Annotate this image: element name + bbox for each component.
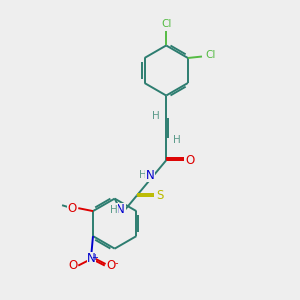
Text: O: O — [185, 154, 194, 167]
Text: O: O — [67, 202, 76, 215]
Text: H: H — [152, 111, 160, 121]
Text: N: N — [116, 203, 125, 216]
Text: Cl: Cl — [205, 50, 215, 60]
Text: S: S — [157, 189, 164, 202]
Text: Cl: Cl — [161, 19, 171, 29]
Text: N: N — [87, 252, 96, 265]
Text: H: H — [172, 135, 180, 145]
Text: +: + — [92, 253, 98, 262]
Text: O: O — [106, 259, 116, 272]
Text: H: H — [110, 205, 118, 215]
Text: O: O — [68, 259, 78, 272]
Text: -: - — [114, 258, 118, 268]
Text: H: H — [140, 170, 147, 180]
Text: N: N — [146, 169, 154, 182]
